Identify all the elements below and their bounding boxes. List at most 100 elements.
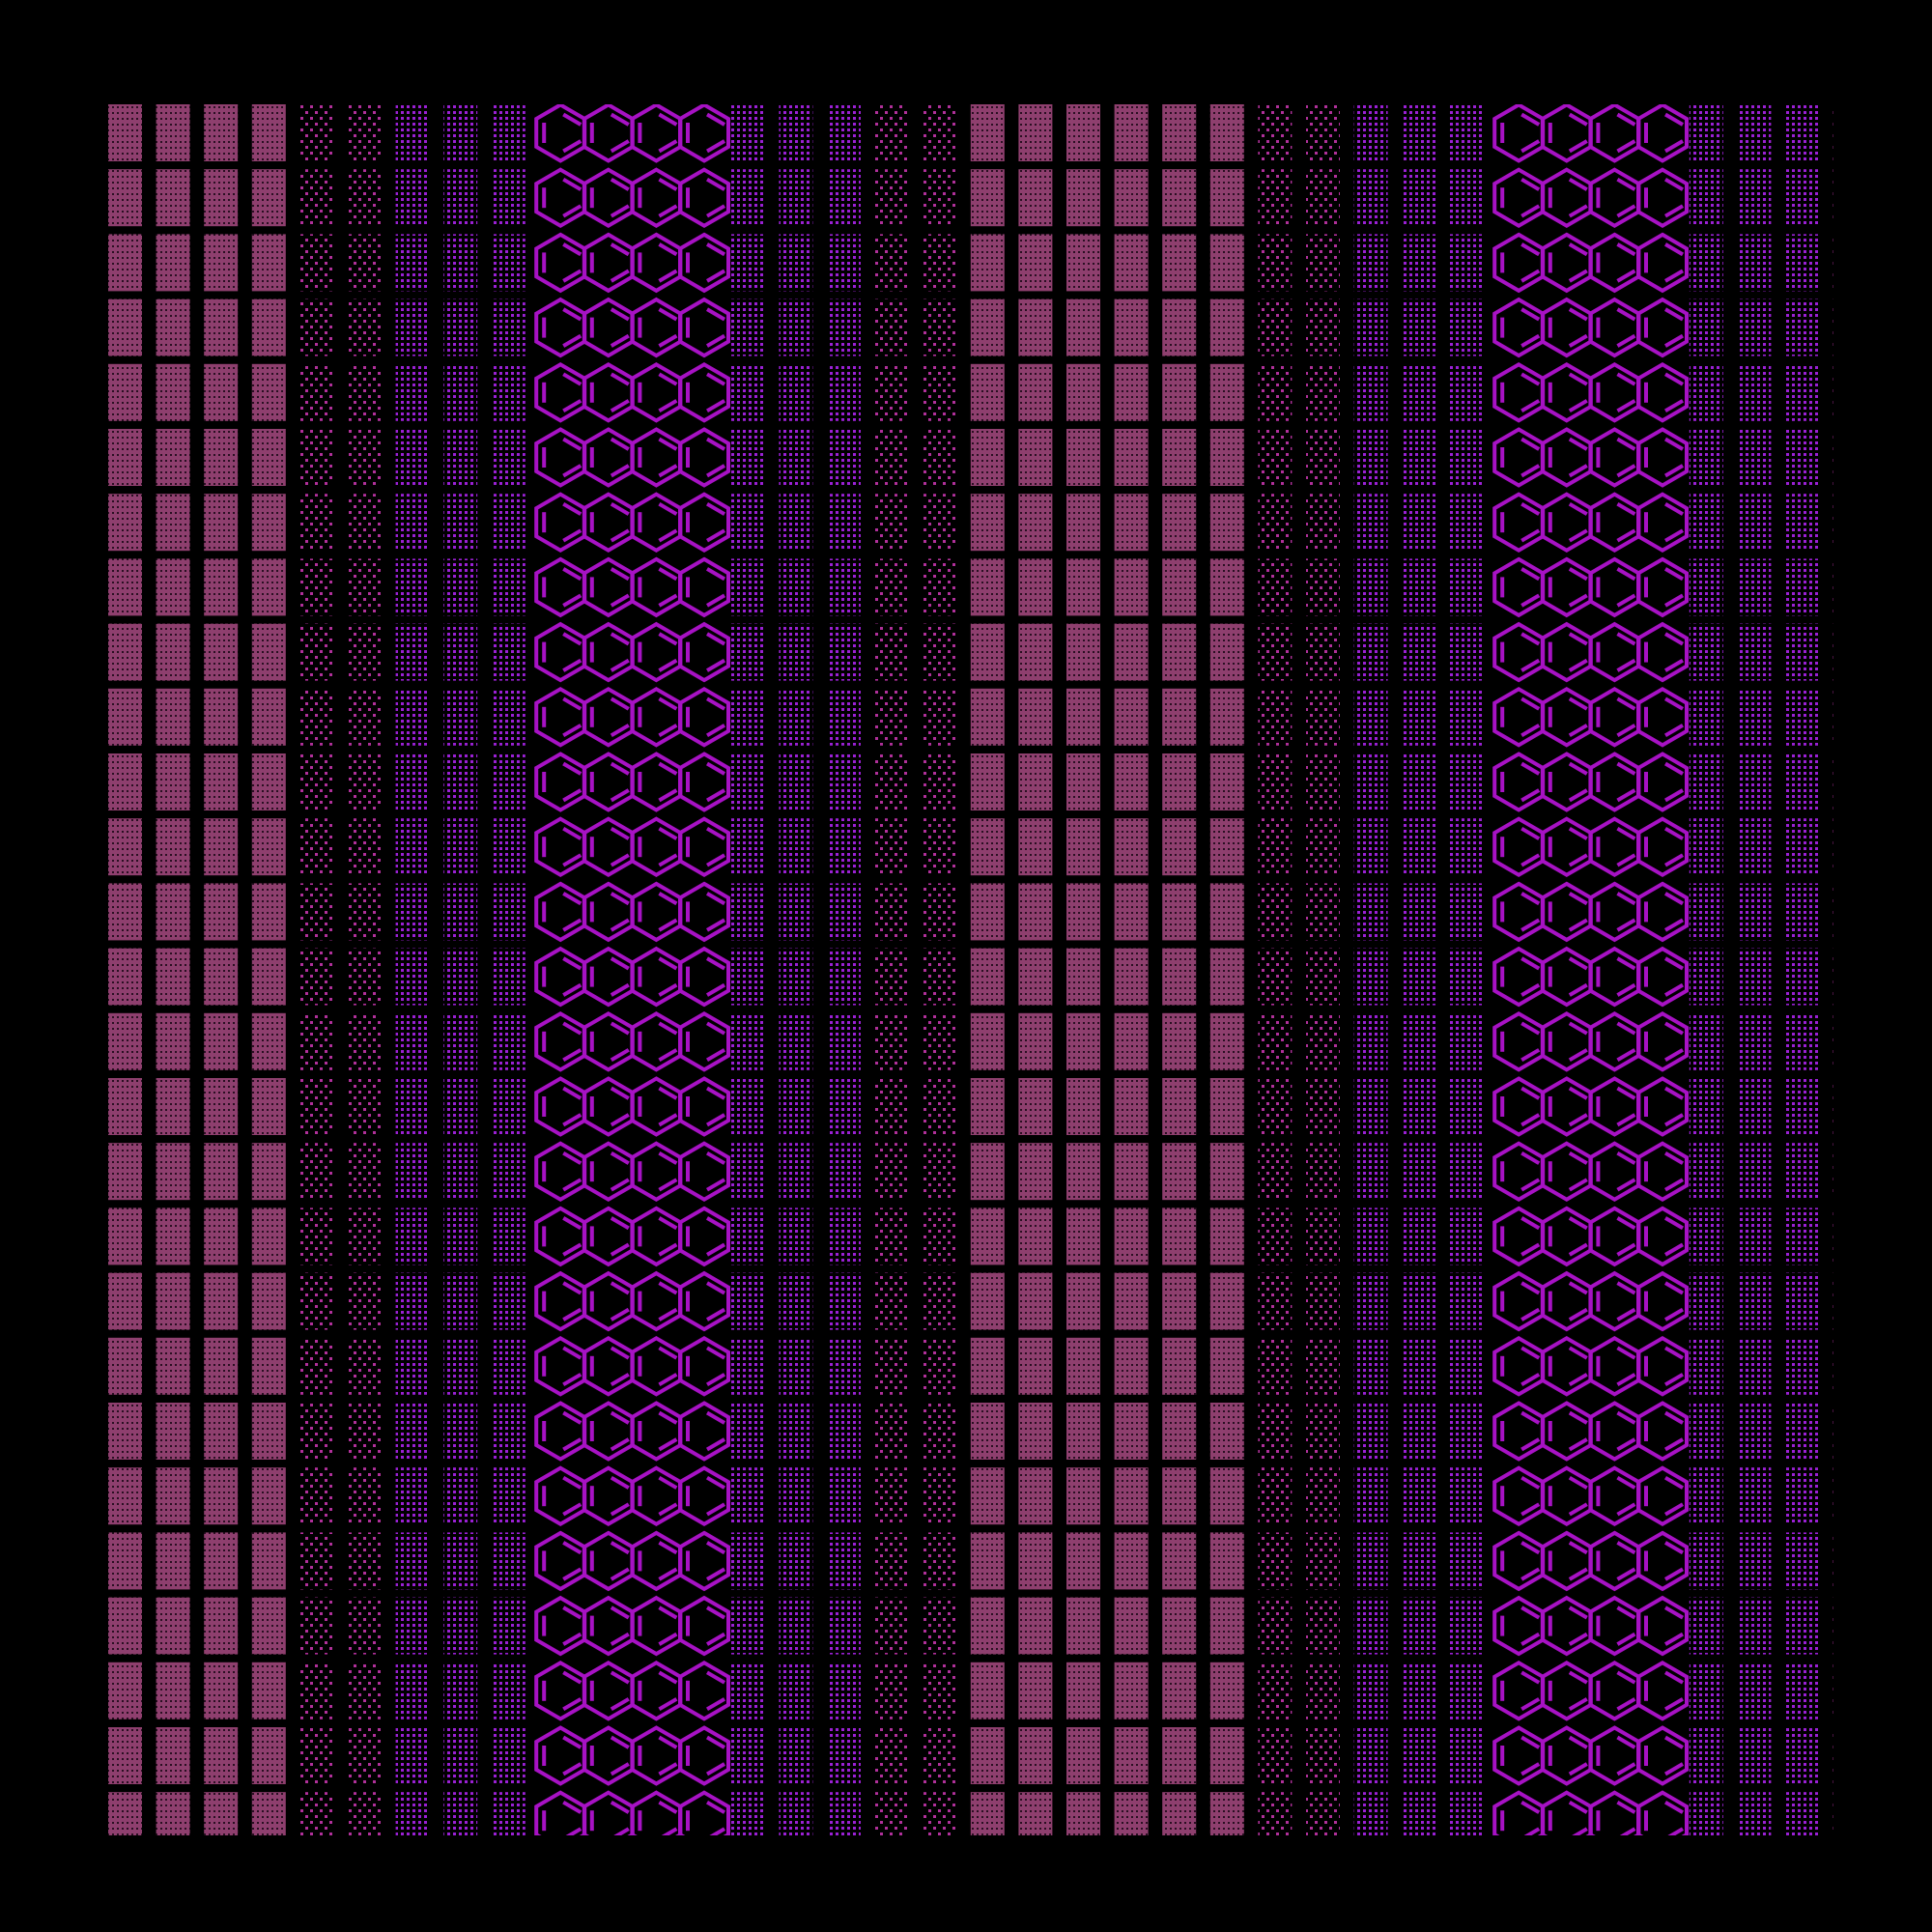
sparse-pattern-cell [1306,1532,1340,1590]
sparse-pattern-cell [1258,1208,1293,1265]
block-pattern-cell [1209,429,1244,486]
block-pattern-cell [204,1403,239,1460]
block-pattern-cell [1066,1143,1100,1201]
dots-pattern-cell [395,1597,430,1655]
pattern-grid [108,104,1833,1835]
block-pattern-cell [156,1662,190,1719]
dots-pattern-cell [1785,558,1819,616]
dots-pattern-cell [779,558,813,616]
dots-pattern-cell [395,688,430,746]
block-pattern-cell [1018,883,1053,941]
dots-pattern-cell [827,1272,861,1330]
sparse-pattern-cell [923,1792,957,1835]
sparse-pattern-cell [348,1403,382,1460]
dots-pattern-cell [443,948,478,1006]
sparse-pattern-cell [1306,1662,1340,1719]
sparse-pattern-cell [923,883,957,941]
block-pattern-cell [204,1597,239,1655]
dots-pattern-cell [1689,753,1723,810]
dots-pattern-cell [1353,169,1388,227]
dots-pattern-cell [1353,104,1388,161]
block-pattern-cell [108,1337,142,1395]
dots-pattern-cell [395,1272,430,1330]
sparse-pattern-cell [1258,298,1293,356]
block-pattern-cell [1209,234,1244,292]
benzene-ring-icon [1636,104,1689,163]
sparse-pattern-cell [348,1208,382,1265]
dots-pattern-cell [1785,883,1819,941]
sparse-pattern-cell [1258,623,1293,681]
dots-pattern-cell [1402,688,1436,746]
block-pattern-cell [1114,818,1149,876]
dots-pattern-cell [1785,1078,1819,1135]
block-pattern-cell [108,1078,142,1135]
dots-pattern-cell [827,1143,861,1201]
sparse-pattern-cell [299,104,334,161]
dots-pattern-cell [1737,1597,1772,1655]
sparse-pattern-cell [923,688,957,746]
block-pattern-cell [156,1143,190,1201]
sparse-pattern-cell [923,1597,957,1655]
sparse-pattern-cell [923,363,957,421]
block-pattern-cell [1066,1662,1100,1719]
dots-pattern-cell [1449,234,1484,292]
block-pattern-cell [204,1078,239,1135]
sparse-pattern-cell [1258,1792,1293,1835]
sparse-pattern-cell [299,1662,334,1719]
dots-pattern-cell [1449,1597,1484,1655]
dots-pattern-cell [779,1662,813,1719]
dots-pattern-cell [779,1727,813,1784]
block-pattern-cell [1018,623,1053,681]
dots-pattern-cell [730,363,765,421]
dots-pattern-cell [827,883,861,941]
dots-pattern-cell [443,558,478,616]
dots-pattern-cell [491,429,526,486]
dots-pattern-cell [443,169,478,227]
sparse-pattern-cell [874,298,909,356]
dots-pattern-cell [1353,429,1388,486]
dots-pattern-cell [1402,234,1436,292]
dots-pattern-cell [1689,688,1723,746]
block-pattern-cell [1162,1078,1197,1135]
block-pattern-cell [970,363,1005,421]
dots-pattern-cell [730,1012,765,1070]
block-pattern-cell [156,169,190,227]
sparse-pattern-cell [874,1143,909,1201]
block-pattern-cell [1066,429,1100,486]
block-pattern-cell [970,818,1005,876]
block-pattern-cell [1162,623,1197,681]
dots-pattern-cell [730,818,765,876]
dots-pattern-cell [1353,1208,1388,1265]
sparse-pattern-cell [348,1727,382,1784]
dots-pattern-cell [443,1467,478,1525]
block-pattern-cell [1209,169,1244,227]
dots-pattern-cell [1353,298,1388,356]
dots-pattern-cell [395,1337,430,1395]
dots-pattern-cell [1353,1792,1388,1835]
dots-pattern-cell [491,1403,526,1460]
dots-pattern-cell [1737,363,1772,421]
block-pattern-cell [1018,169,1053,227]
dots-pattern-cell [730,948,765,1006]
block-pattern-cell [251,753,286,810]
dots-pattern-cell [1689,234,1723,292]
dots-pattern-cell [1737,1208,1772,1265]
block-pattern-cell [1114,1143,1149,1201]
block-pattern-cell [1114,1403,1149,1460]
benzene-ring-icon [1636,427,1689,488]
benzene-ring-icon [1636,752,1689,812]
dots-pattern-cell [395,1727,430,1784]
sparse-pattern-cell [348,169,382,227]
dots-pattern-cell [1689,1272,1723,1330]
dots-pattern-cell [1402,1597,1436,1655]
dots-pattern-cell [491,558,526,616]
block-pattern-cell [1209,1012,1244,1070]
dots-pattern-cell [779,1143,813,1201]
dots-pattern-cell [1353,753,1388,810]
block-pattern-cell [204,363,239,421]
dots-pattern-cell [1737,1792,1772,1835]
dots-pattern-cell [779,1532,813,1590]
block-pattern-cell [1162,1597,1197,1655]
dots-pattern-cell [779,688,813,746]
